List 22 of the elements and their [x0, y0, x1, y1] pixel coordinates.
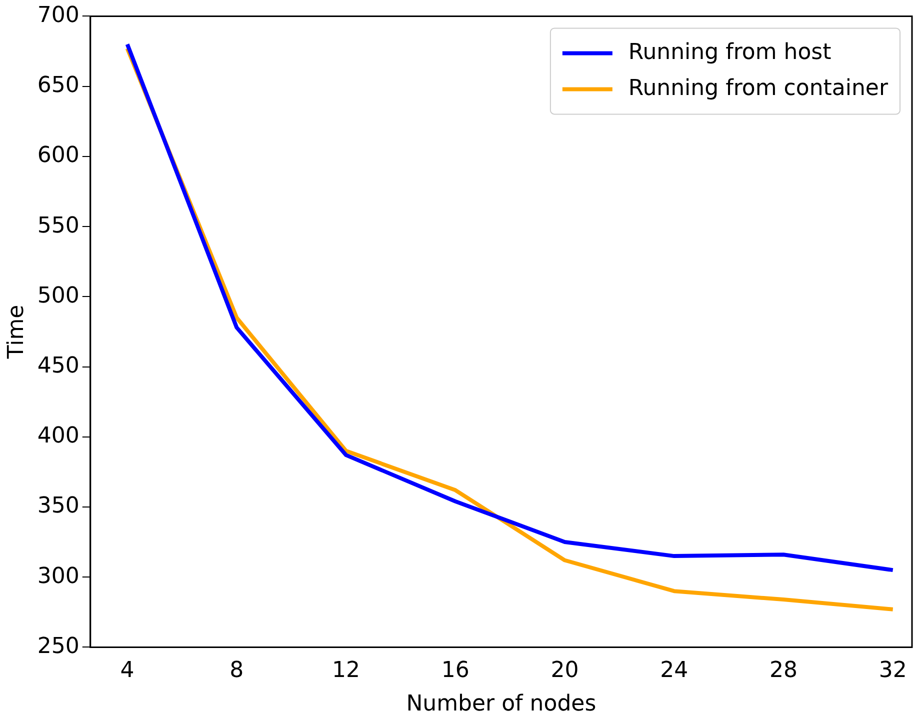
- y-tick-label: 250: [37, 634, 80, 659]
- x-tick-label: 12: [332, 658, 360, 684]
- y-tick-label: 650: [37, 73, 80, 98]
- x-tick-label: 16: [441, 658, 470, 684]
- y-tick-label: 450: [37, 353, 80, 378]
- y-tick-label: 350: [37, 494, 80, 519]
- legend-label: Running from host: [628, 40, 832, 65]
- y-tick-label: 700: [37, 2, 80, 28]
- y-axis-title: Time: [4, 304, 29, 360]
- y-tick-label: 500: [37, 283, 80, 308]
- x-tick-label: 20: [550, 658, 579, 684]
- y-tick-label: 400: [37, 424, 80, 449]
- legend-label: Running from container: [628, 76, 889, 101]
- x-tick-label: 28: [769, 658, 798, 684]
- x-tick-label: 4: [120, 658, 134, 684]
- x-tick-label: 24: [660, 658, 688, 684]
- y-tick-label: 300: [37, 564, 80, 589]
- y-tick-label: 600: [37, 143, 80, 168]
- x-axis-title: Number of nodes: [406, 692, 596, 717]
- x-tick-label: 8: [230, 658, 244, 684]
- y-tick-label: 550: [37, 213, 80, 238]
- x-tick-label: 32: [878, 658, 907, 684]
